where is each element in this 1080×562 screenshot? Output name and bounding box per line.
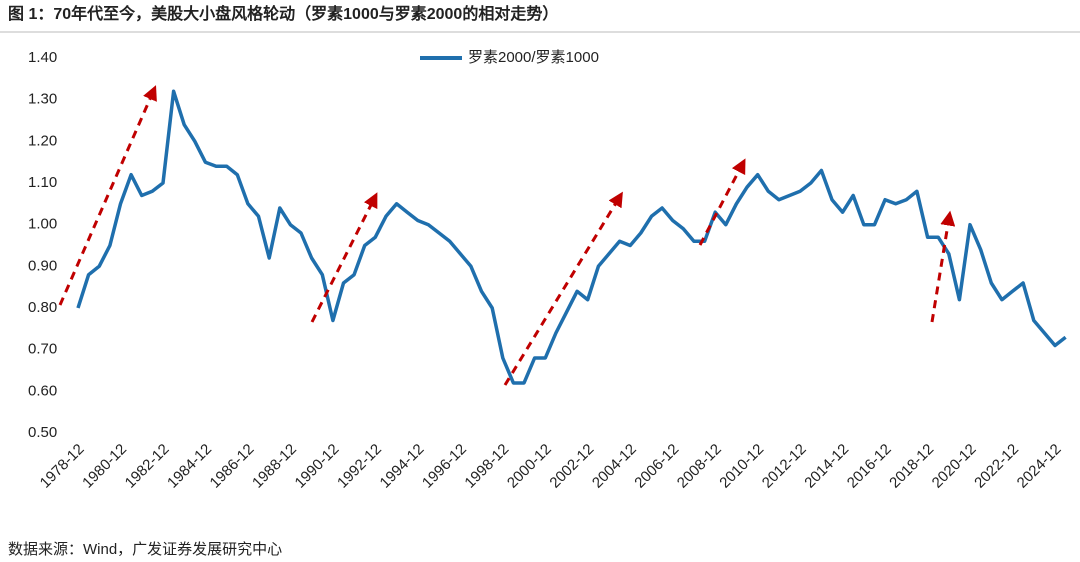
series-line: [76, 89, 1067, 385]
y-tick-label: 0.90: [28, 257, 57, 274]
arrow: [503, 191, 623, 386]
x-tick-label: 2022-12: [971, 441, 1022, 492]
arrow: [58, 85, 157, 306]
y-tick-label: 1.30: [28, 91, 57, 108]
x-tick-label: 2008-12: [674, 441, 725, 492]
arrow: [930, 210, 956, 323]
source-note: 数据来源：Wind，广发证券发展研究中心: [8, 541, 282, 558]
x-tick-label: 1992-12: [334, 441, 385, 492]
legend-label: 罗素2000/罗素1000: [468, 49, 599, 66]
chart-title: 图 1：70年代至今，美股大小盘风格轮动（罗素1000与罗素2000的相对走势）: [8, 4, 558, 23]
x-tick-label: 1998-12: [461, 441, 512, 492]
x-tick-label: 2004-12: [589, 441, 640, 492]
x-tick-label: 2002-12: [546, 441, 597, 492]
y-tick-label: 1.10: [28, 174, 57, 191]
x-tick-label: 1982-12: [122, 441, 173, 492]
x-tick-label: 2012-12: [759, 441, 810, 492]
y-tick-label: 0.70: [28, 341, 57, 358]
x-tick-label: 2010-12: [716, 441, 767, 492]
arrow: [698, 158, 746, 246]
x-tick-label: 2006-12: [631, 441, 682, 492]
x-tick-label: 1994-12: [377, 441, 428, 492]
y-tick-label: 0.60: [28, 382, 57, 399]
x-tick-label: 1980-12: [79, 441, 130, 492]
x-tick-label: 1986-12: [207, 441, 258, 492]
x-tick-label: 1978-12: [37, 441, 88, 492]
plot: 0.50 0.60 0.70 0.80 0.90 1.00 1.10 1.20 1.30 1.40…: [28, 49, 1067, 492]
x-tick-label: 2020-12: [929, 441, 980, 492]
x-tick-label: 2016-12: [844, 441, 895, 492]
x-tick-label: 2018-12: [886, 441, 937, 492]
y-tick-label: 1.00: [28, 216, 57, 233]
y-tick-label: 1.40: [28, 49, 57, 66]
y-tick-label: 1.20: [28, 132, 57, 149]
x-tick-label: 1984-12: [164, 441, 215, 492]
x-tick-label: 1988-12: [249, 441, 300, 492]
x-tick-label: 2014-12: [801, 441, 852, 492]
x-tick-label: 2000-12: [504, 441, 555, 492]
y-tick-label: 0.80: [28, 299, 57, 316]
arrow: [310, 192, 378, 323]
x-tick-label: 2024-12: [1014, 441, 1065, 492]
y-tick-label: 0.50: [28, 424, 57, 441]
x-tick-label: 1990-12: [292, 441, 343, 492]
x-tick-label: 1996-12: [419, 441, 470, 492]
annotation-arrows: [58, 85, 956, 386]
